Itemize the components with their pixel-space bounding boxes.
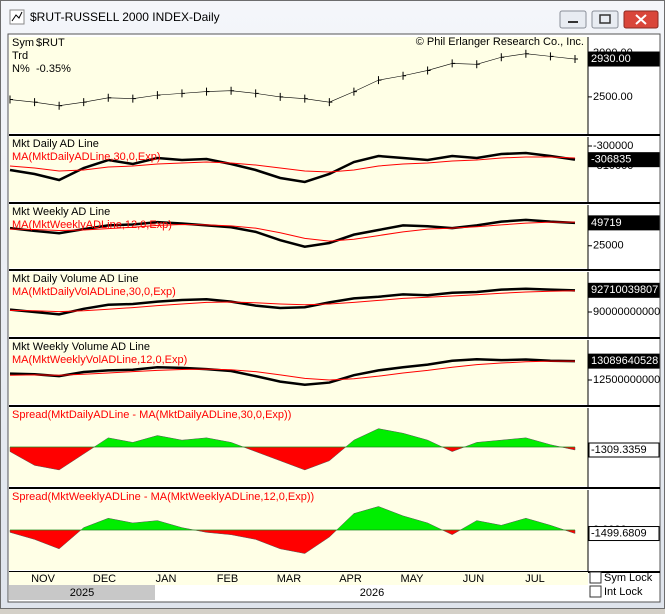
indicator-line bbox=[9, 287, 576, 316]
indicator-line bbox=[9, 357, 576, 387]
icon-glyph bbox=[11, 11, 23, 22]
month-label: JUN bbox=[463, 573, 484, 585]
panel-plot bbox=[9, 49, 578, 110]
month-label: JUL bbox=[525, 573, 545, 585]
last-value-box bbox=[588, 51, 660, 67]
last-value-box bbox=[588, 526, 660, 542]
legend-entry: MA(MktWeeklyVolADLine,12,0,Exp) bbox=[12, 354, 187, 366]
year-label: 2026 bbox=[360, 587, 384, 599]
y-tick-label: -300000 bbox=[593, 140, 633, 152]
last-value-label: 92710039807 bbox=[591, 284, 658, 296]
legend-entry: Spread(MktWeeklyADLine - MA(MktWeeklyADL… bbox=[12, 491, 314, 503]
month-label: MAR bbox=[277, 573, 302, 585]
year-band bbox=[9, 585, 155, 600]
y-tick-label: 12500000000 bbox=[593, 374, 660, 386]
info-label: Sym bbox=[12, 37, 34, 49]
last-value-box bbox=[588, 353, 660, 369]
month-label: APR bbox=[339, 573, 362, 585]
spread-area bbox=[9, 428, 576, 471]
last-value-label: -1309.3359 bbox=[591, 444, 647, 456]
last-value-box bbox=[588, 282, 660, 298]
info-value: $RUT bbox=[36, 37, 65, 49]
window-title: $RUT-RUSSELL 2000 INDEX-Daily bbox=[30, 10, 220, 24]
last-value-label: 2930.00 bbox=[591, 53, 631, 65]
panel-plot bbox=[9, 151, 576, 184]
last-value-box bbox=[588, 215, 660, 231]
copyright: © Phil Erlanger Research Co., Inc. bbox=[416, 36, 584, 48]
y-tick-label: 25000 bbox=[593, 240, 624, 252]
legend-entry: MA(MktDailyADLine,30,0,Exp) bbox=[12, 151, 161, 163]
legend-entry: Mkt Daily Volume AD Line bbox=[12, 273, 139, 285]
info-label: Trd bbox=[12, 50, 28, 62]
lock-checkbox[interactable] bbox=[589, 571, 602, 584]
last-value-box bbox=[588, 152, 660, 168]
panel-background bbox=[9, 340, 588, 404]
month-label: NOV bbox=[31, 573, 56, 585]
month-label: DEC bbox=[93, 573, 116, 585]
legend-entry: Mkt Weekly Volume AD Line bbox=[12, 341, 150, 353]
close-glyph bbox=[635, 14, 647, 25]
info-value: -0.35% bbox=[36, 63, 71, 75]
lock-label: Int Lock bbox=[604, 586, 643, 598]
panel-plot bbox=[9, 287, 576, 316]
legend-entry: Spread(MktDailyADLine - MA(MktDailyADLin… bbox=[12, 409, 291, 421]
legend-entry: MA(MktDailyVolADLine,30,0,Exp) bbox=[12, 286, 176, 298]
moving-average-line bbox=[9, 221, 575, 242]
indicator-line bbox=[9, 151, 576, 184]
maximize-glyph bbox=[599, 14, 611, 24]
y-tick-label: 90000000000 bbox=[593, 306, 660, 318]
month-label: JAN bbox=[156, 573, 177, 585]
last-value-label: 13089640528 bbox=[591, 355, 658, 367]
x-axis-background bbox=[9, 572, 588, 585]
panel-plot bbox=[9, 218, 576, 248]
last-value-label: -1499.6809 bbox=[591, 527, 647, 539]
indicator-line bbox=[9, 218, 576, 248]
maximize-button[interactable] bbox=[591, 10, 619, 29]
last-value-label: 49719 bbox=[591, 217, 622, 229]
month-label: MAY bbox=[400, 573, 424, 585]
panel-background bbox=[9, 137, 588, 201]
lock-label: Sym Lock bbox=[604, 572, 653, 584]
legend-entry: Mkt Daily AD Line bbox=[12, 138, 99, 150]
panel-plot bbox=[9, 506, 576, 554]
panel-plot bbox=[9, 428, 576, 471]
legend-entry: Mkt Weekly AD Line bbox=[12, 206, 110, 218]
price-line bbox=[9, 53, 576, 107]
last-value-box bbox=[588, 442, 660, 458]
legend-entry: MA(MktWeeklyADLine,12,0,Exp) bbox=[12, 219, 172, 231]
panel-plot bbox=[9, 357, 576, 387]
lock-checkbox[interactable] bbox=[589, 585, 602, 598]
last-value-label: -306835 bbox=[591, 154, 631, 166]
year-label: 2025 bbox=[70, 587, 94, 599]
window-icon bbox=[9, 9, 25, 25]
minimize-button[interactable] bbox=[559, 10, 587, 29]
moving-average-line bbox=[9, 360, 575, 381]
moving-average-line bbox=[9, 290, 576, 313]
y-tick-label: 2500.00 bbox=[593, 91, 633, 103]
month-label: FEB bbox=[217, 573, 238, 585]
info-label: N% bbox=[12, 63, 30, 75]
panel-background bbox=[9, 37, 588, 133]
moving-average-line bbox=[9, 156, 576, 173]
